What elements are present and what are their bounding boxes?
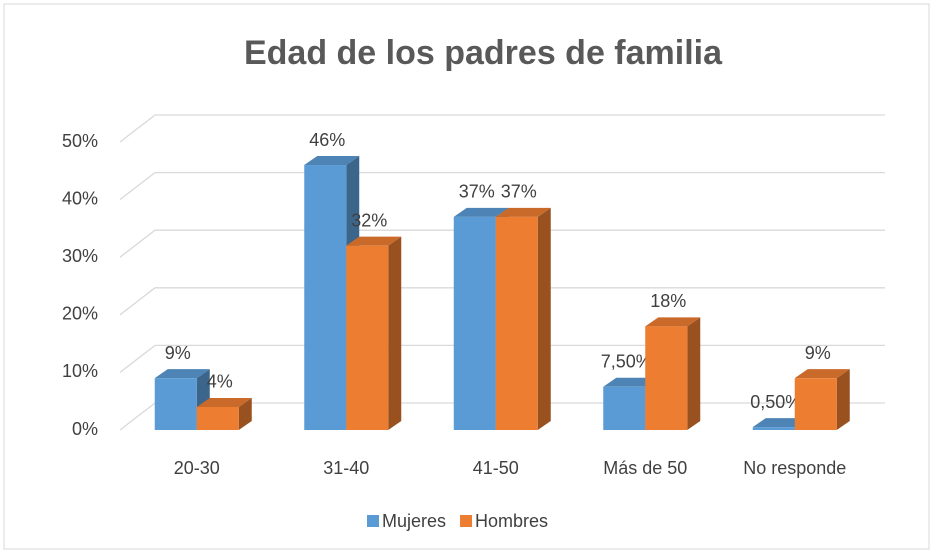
value-label: 9%	[165, 343, 191, 363]
bar-side	[238, 397, 252, 430]
bar-front	[495, 216, 538, 430]
bar-top	[794, 369, 850, 379]
x-tick-label: 31-40	[323, 458, 369, 478]
legend-label: Mujeres	[382, 511, 446, 531]
bar	[794, 369, 850, 430]
bar-top	[346, 236, 402, 246]
bar-front	[603, 386, 646, 430]
x-tick-label: Más de 50	[603, 458, 687, 478]
x-tick-label: 20-30	[174, 458, 220, 478]
grid-line	[119, 229, 885, 258]
bar-top	[495, 207, 551, 217]
value-label: 32%	[351, 210, 387, 230]
legend-swatch	[367, 515, 379, 527]
value-label: 46%	[309, 130, 345, 150]
bar-side	[836, 369, 850, 430]
value-label: 37%	[501, 182, 537, 202]
value-label: 0,50%	[750, 392, 801, 412]
y-tick-label: 50%	[62, 131, 98, 151]
bar-front	[304, 165, 347, 431]
y-tick-label: 40%	[62, 188, 98, 208]
bar-top	[154, 369, 210, 379]
y-tick-label: 10%	[62, 361, 98, 381]
value-label: 37%	[459, 182, 495, 202]
bar-front	[752, 427, 795, 430]
bar	[346, 236, 402, 430]
value-label: 7,50%	[601, 352, 652, 372]
grid-line	[119, 344, 885, 373]
x-tick-label: No responde	[743, 458, 846, 478]
bar-top	[603, 377, 659, 387]
grid-line	[119, 171, 885, 201]
grid-line	[119, 114, 885, 143]
bar	[154, 369, 210, 430]
bar-top	[196, 397, 252, 407]
bar-front	[453, 216, 496, 430]
bar-side	[537, 207, 551, 430]
value-label: 18%	[650, 291, 686, 311]
bar-front	[645, 326, 688, 430]
bar-front	[196, 406, 239, 430]
grid-line	[119, 287, 885, 316]
bar	[495, 207, 551, 430]
value-label: 4%	[207, 372, 233, 392]
legend-label: Hombres	[475, 511, 548, 531]
bar-top	[304, 156, 360, 166]
x-tick-label: 41-50	[473, 458, 519, 478]
bar-top	[645, 317, 701, 327]
bar-front	[346, 245, 389, 430]
bar-side	[687, 317, 701, 430]
bar	[645, 317, 701, 430]
legend-swatch	[460, 515, 473, 527]
y-tick-label: 20%	[62, 304, 98, 324]
bar-top	[752, 418, 808, 428]
bar	[196, 397, 252, 430]
value-label: 9%	[805, 343, 831, 363]
bar-front	[154, 378, 197, 430]
bar-side	[388, 236, 402, 430]
chart-title: Edad de los padres de familia	[244, 34, 723, 72]
bar-top	[453, 207, 509, 217]
y-tick-label: 0%	[72, 419, 98, 439]
bar-front	[794, 378, 837, 430]
y-tick-label: 30%	[62, 246, 98, 266]
